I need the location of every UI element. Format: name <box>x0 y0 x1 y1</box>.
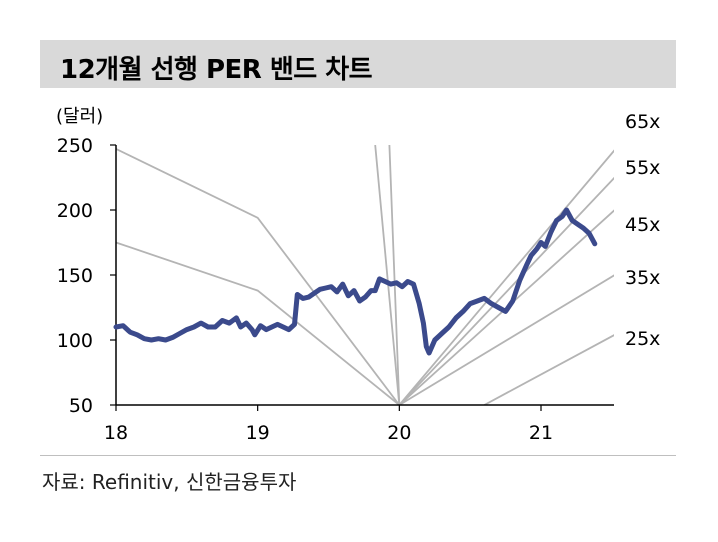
x-tick-label: 19 <box>246 422 270 444</box>
y-unit-label: (달러) <box>56 106 104 127</box>
x-tick-label: 20 <box>387 422 411 444</box>
y-tick-label: 50 <box>69 395 93 417</box>
band-label-45x: 45x <box>625 214 660 236</box>
x-tick-label: 21 <box>529 422 553 444</box>
band-label-55x: 55x <box>625 157 660 179</box>
source-note: 자료: Refinitiv, 신한금융투자 <box>42 470 297 494</box>
y-tick-label: 250 <box>57 135 93 157</box>
price-line-0 <box>113 207 598 356</box>
y-tick-label: 200 <box>57 200 93 222</box>
chart-title: 12개월 선행 PER 밴드 차트 <box>60 55 373 85</box>
band-line-45x <box>116 148 614 405</box>
title-bar: 12개월 선행 PER 밴드 차트 <box>40 40 676 88</box>
band-line-65x <box>374 145 614 405</box>
x-tick-label: 18 <box>104 422 128 444</box>
band-label-35x: 35x <box>625 267 660 289</box>
y-tick-label: 100 <box>57 330 93 352</box>
band-label-65x: 65x <box>625 111 660 133</box>
band-line-35x <box>116 241 614 405</box>
source-divider <box>40 455 676 456</box>
band-label-25x: 25x <box>625 328 660 350</box>
band-line-25x <box>483 334 614 405</box>
y-tick-label: 150 <box>57 265 93 287</box>
band-line-55x <box>388 145 614 405</box>
